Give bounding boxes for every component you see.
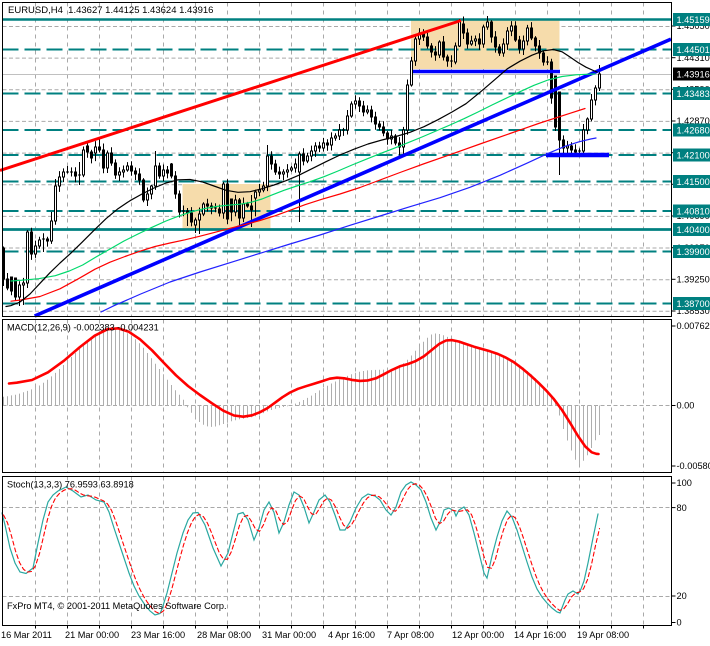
svg-text:1.39900: 1.39900 [677,247,710,257]
svg-text:0.00: 0.00 [677,401,695,411]
svg-text:21 Mar 00:00: 21 Mar 00:00 [65,630,119,640]
svg-text:23 Mar 16:00: 23 Mar 16:00 [131,630,185,640]
svg-text:1.42870: 1.42870 [677,116,710,126]
svg-text:1.45050: 1.45050 [677,21,710,31]
svg-text:1.38530: 1.38530 [677,306,710,316]
svg-text:1.41500: 1.41500 [677,177,710,187]
svg-text:20: 20 [677,591,687,601]
svg-text:EURUSD,H4 1.43627 1.44125 1.4: EURUSD,H4 1.43627 1.44125 1.43624 1.4391… [8,5,213,16]
svg-text:12 Apr 00:00: 12 Apr 00:00 [452,630,504,640]
svg-text:31 Mar 00:00: 31 Mar 00:00 [262,630,316,640]
svg-text:-0.00580: -0.00580 [677,461,710,471]
svg-text:FxPro MT4, © 2001-2011 MetaQuo: FxPro MT4, © 2001-2011 MetaQuotes Softwa… [7,601,227,611]
svg-text:0.00762: 0.00762 [677,321,710,331]
svg-text:16 Mar 2011: 16 Mar 2011 [1,630,52,640]
svg-text:1.40400: 1.40400 [677,225,710,235]
svg-text:1.40810: 1.40810 [677,206,710,216]
svg-text:1.44501: 1.44501 [677,45,710,55]
svg-text:14 Apr 16:00: 14 Apr 16:00 [514,630,566,640]
svg-text:80: 80 [677,503,687,513]
svg-text:0: 0 [677,618,682,628]
svg-text:100: 100 [677,478,692,488]
svg-text:1.45159: 1.45159 [677,15,710,25]
svg-text:28 Mar 08:00: 28 Mar 08:00 [197,630,251,640]
svg-text:1.43916: 1.43916 [677,69,710,79]
svg-text:19 Apr 08:00: 19 Apr 08:00 [577,630,629,640]
svg-text:7 Apr 08:00: 7 Apr 08:00 [387,630,434,640]
svg-text:1.42100: 1.42100 [677,150,710,160]
svg-text:Stoch(13,3,3) 76.9593 63.8918: Stoch(13,3,3) 76.9593 63.8918 [7,480,134,490]
svg-text:1.43483: 1.43483 [677,89,710,99]
svg-text:1.38700: 1.38700 [677,299,710,309]
svg-text:1.44310: 1.44310 [677,53,710,63]
svg-text:MACD(12,26,9) -0.002383 -0.004: MACD(12,26,9) -0.002383 -0.004231 [7,323,159,333]
svg-text:1.42680: 1.42680 [677,125,710,135]
svg-text:4 Apr 16:00: 4 Apr 16:00 [328,630,375,640]
svg-text:1.39250: 1.39250 [677,275,710,285]
